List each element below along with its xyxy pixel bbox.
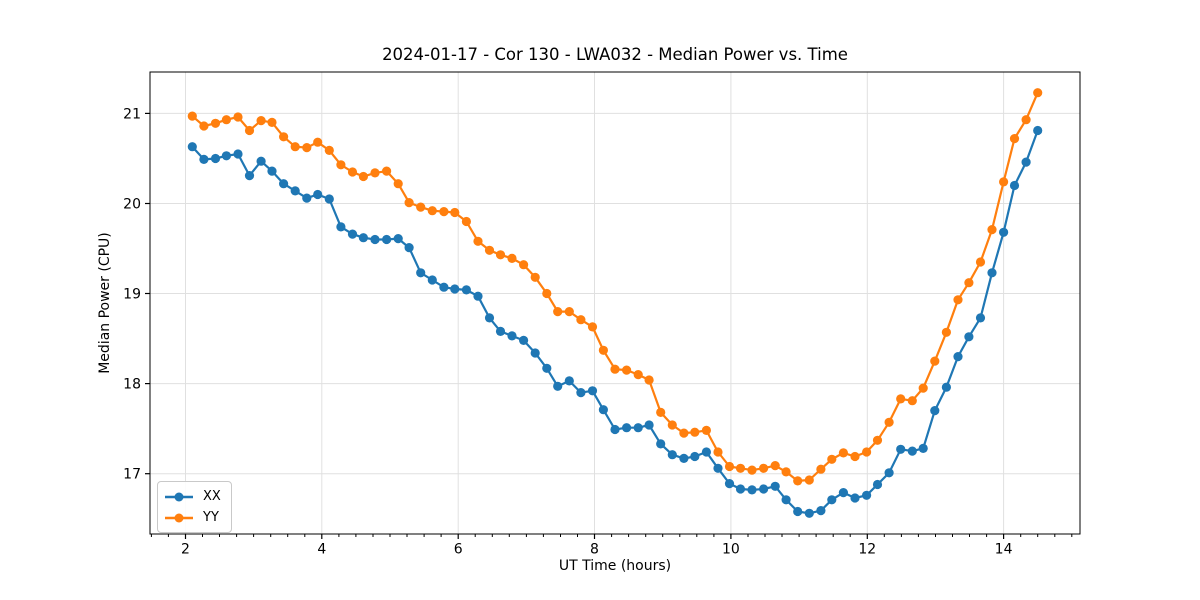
legend: XX YY xyxy=(157,481,232,533)
svg-text:20: 20 xyxy=(123,197,141,213)
svg-text:8: 8 xyxy=(590,542,599,558)
svg-text:10: 10 xyxy=(722,542,740,558)
legend-label-yy: YY xyxy=(203,510,219,525)
svg-text:4: 4 xyxy=(317,542,326,558)
svg-text:19: 19 xyxy=(123,287,141,303)
svg-text:21: 21 xyxy=(123,106,141,122)
svg-text:6: 6 xyxy=(454,542,463,558)
svg-text:2: 2 xyxy=(181,542,190,558)
legend-swatch-xx xyxy=(165,492,193,501)
y-axis-label-text: Median Power (CPU) xyxy=(97,232,113,374)
legend-item-yy: YY xyxy=(164,507,221,528)
svg-text:14: 14 xyxy=(995,542,1013,558)
legend-swatch-yy xyxy=(165,513,193,522)
svg-text:18: 18 xyxy=(123,377,141,393)
x-axis-label: UT Time (hours) xyxy=(558,558,672,574)
svg-text:12: 12 xyxy=(858,542,876,558)
svg-text:17: 17 xyxy=(123,467,141,483)
legend-item-xx: XX xyxy=(164,486,221,507)
legend-label-xx: XX xyxy=(203,489,221,504)
chart-title: 2024-01-17 - Cor 130 - LWA032 - Median P… xyxy=(382,45,848,64)
